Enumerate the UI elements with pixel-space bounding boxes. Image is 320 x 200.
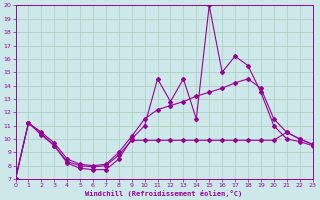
X-axis label: Windchill (Refroidissement éolien,°C): Windchill (Refroidissement éolien,°C) [85, 190, 243, 197]
